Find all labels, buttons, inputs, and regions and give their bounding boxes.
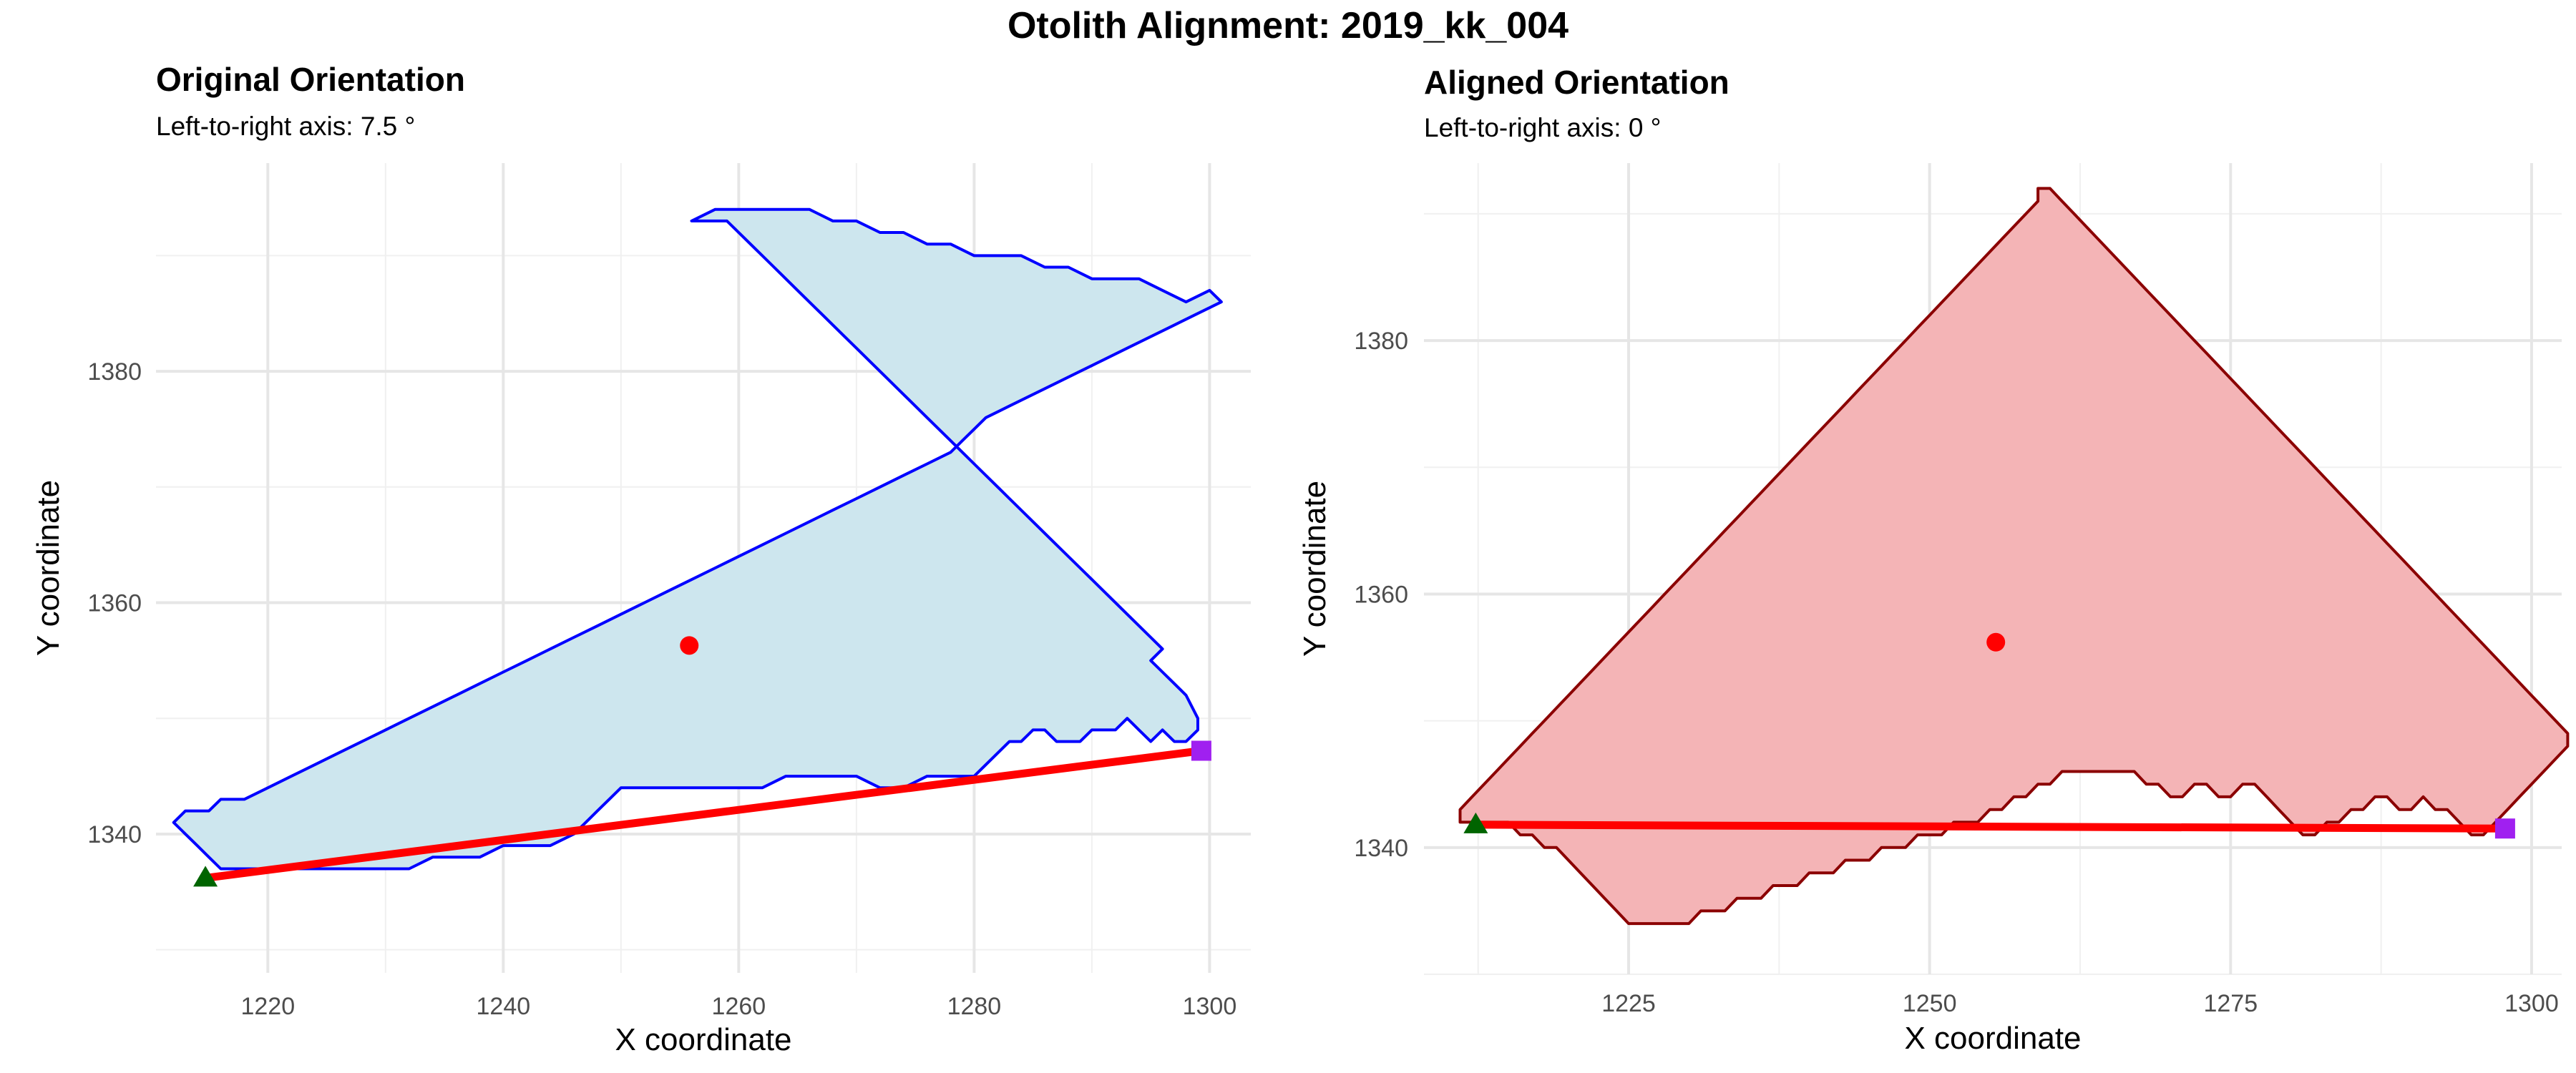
left-right-axis-line (205, 747, 1202, 882)
centroid-point (1986, 632, 2006, 652)
x-tick-label: 1275 (2203, 990, 2258, 1017)
x-tick-label: 1280 (947, 993, 1002, 1020)
left-point-marker (193, 866, 218, 887)
right-point-marker (1191, 740, 1211, 761)
y-tick-label: 1340 (1354, 835, 1408, 862)
left-point-marker (1463, 812, 1488, 833)
x-axis-title: X coordinate (1904, 1021, 2081, 1056)
left-panel-subtitle: Left-to-right axis: 7.5 ° (156, 112, 416, 141)
y-tick-label: 1380 (1354, 328, 1408, 355)
centroid-point (680, 636, 699, 655)
y-tick-label: 1360 (87, 590, 142, 617)
y-tick-label: 1380 (87, 358, 142, 386)
y-axis-title: Y coordinate (1297, 481, 1332, 657)
x-tick-label: 1300 (2504, 990, 2559, 1017)
aligned-orientation-plot: 1225 1250 1275 1300 1340 1360 1380 X coordinate… (1297, 163, 2570, 1056)
figure-title: Otolith Alignment: 2019_kk_004 (1007, 5, 1569, 46)
x-tick-label: 1260 (712, 993, 766, 1020)
x-tick-label: 1225 (1601, 990, 1656, 1017)
y-axis-title: Y coordinate (31, 480, 66, 656)
right-panel-subtitle: Left-to-right axis: 0 ° (1424, 113, 1662, 142)
right-point-marker (2494, 818, 2515, 839)
x-tick-label: 1220 (240, 993, 295, 1020)
left-right-axis-line (1475, 820, 2505, 833)
x-tick-label: 1300 (1183, 993, 1237, 1020)
x-tick-label: 1240 (477, 993, 531, 1020)
x-axis-title: X coordinate (615, 1022, 791, 1057)
y-tick-label: 1360 (1354, 581, 1408, 608)
right-panel-title: Aligned Orientation (1424, 64, 1729, 101)
x-tick-label: 1250 (1903, 990, 1957, 1017)
y-tick-label: 1340 (87, 821, 142, 848)
otolith-outline (1458, 187, 2570, 926)
left-panel-title: Original Orientation (156, 61, 465, 98)
original-orientation-plot: 1220 1240 1260 1280 1300 1340 1360 1380 X coordi… (31, 163, 1251, 1057)
